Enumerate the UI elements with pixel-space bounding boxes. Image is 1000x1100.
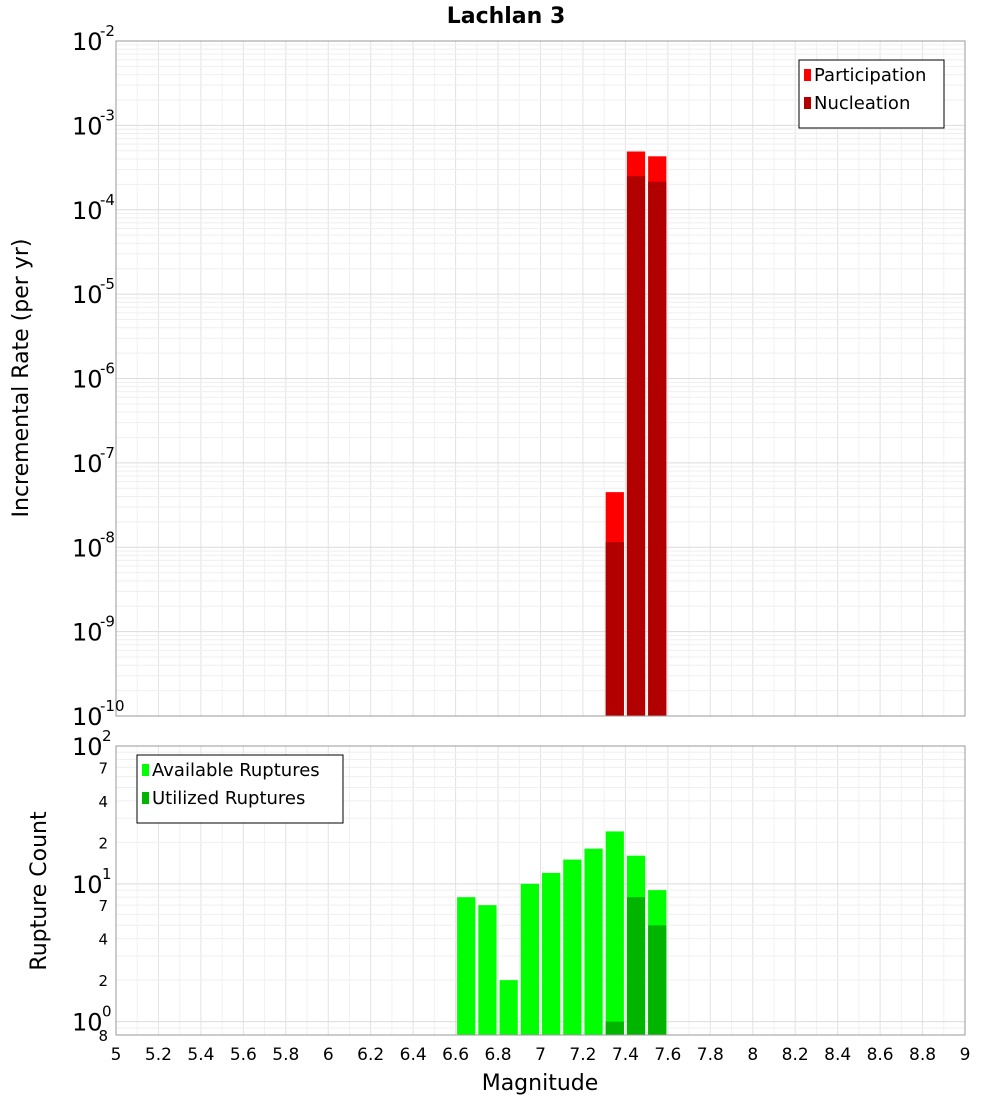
bottom-plot-border bbox=[115, 745, 966, 1036]
legend-swatch bbox=[804, 69, 811, 81]
x-tick-label: 6.4 bbox=[400, 1045, 427, 1065]
x-tick-label: 8.2 bbox=[782, 1045, 809, 1065]
rate-legend: Participation Nucleation bbox=[798, 59, 945, 129]
bar-available-ruptures bbox=[605, 831, 624, 1035]
x-tick-label: 7.6 bbox=[654, 1045, 681, 1065]
y-tick-base: 10 bbox=[72, 871, 103, 899]
y-tick-base: 10 bbox=[72, 619, 103, 647]
y-minor-tick-label: 7 bbox=[98, 897, 108, 915]
legend-box bbox=[136, 754, 344, 824]
count-y-axis-title: Rupture Count bbox=[27, 811, 52, 971]
y-tick-base: 10 bbox=[72, 1009, 103, 1037]
y-minor-tick-label: 8 bbox=[98, 1027, 108, 1045]
y-tick-base: 10 bbox=[72, 112, 103, 140]
y-tick-base: 10 bbox=[72, 703, 103, 731]
bar-available-ruptures bbox=[542, 872, 561, 1035]
y-minor-tick-label: 4 bbox=[98, 931, 108, 949]
bar-nucleation bbox=[605, 542, 624, 716]
y-tick-base: 10 bbox=[72, 733, 103, 761]
x-tick-label: 8.8 bbox=[909, 1045, 936, 1065]
magnitude-x-tick-labels: 5 5.2 5.4 5.6 5.8 6 6.2 6.4 6.6 6.8 7 7.2 7.4 7.6 7.8 8… bbox=[111, 1045, 971, 1065]
bar-available-ruptures bbox=[520, 883, 539, 1035]
x-tick-label: 5.8 bbox=[272, 1045, 299, 1065]
chart-title: Lachlan 3 bbox=[447, 4, 566, 29]
y-tick-exponent: -2 bbox=[100, 22, 115, 40]
y-tick-exponent: -6 bbox=[100, 360, 115, 378]
bar-available-ruptures bbox=[478, 905, 497, 1035]
y-minor-tick-label: 2 bbox=[98, 972, 108, 990]
x-axis-title: Magnitude bbox=[482, 1071, 599, 1096]
rupture-legend: Available Ruptures Utilized Ruptures bbox=[136, 754, 344, 824]
bar-utilized-ruptures bbox=[648, 925, 667, 1035]
x-tick-label: 6 bbox=[323, 1045, 334, 1065]
x-tick-label: 5 bbox=[111, 1045, 122, 1065]
x-tick-label: 5.2 bbox=[145, 1045, 172, 1065]
legend-box bbox=[798, 59, 945, 129]
bar-utilized-ruptures bbox=[626, 897, 646, 1035]
y-tick-exponent: -4 bbox=[100, 191, 115, 209]
y-tick-base: 10 bbox=[72, 197, 103, 225]
y-minor-tick-label: 7 bbox=[98, 759, 108, 777]
x-tick-label: 6.8 bbox=[485, 1045, 512, 1065]
x-tick-label: 7.4 bbox=[612, 1045, 639, 1065]
x-tick-label: 8.6 bbox=[867, 1045, 894, 1065]
y-tick-exponent: -3 bbox=[100, 106, 115, 124]
x-tick-label: 5.6 bbox=[230, 1045, 257, 1065]
y-tick-exponent: -7 bbox=[100, 444, 115, 462]
x-tick-label: 8 bbox=[747, 1045, 758, 1065]
rate-y-axis-title: Incremental Rate (per yr) bbox=[9, 239, 34, 518]
bar-nucleation bbox=[648, 181, 667, 716]
top-plot-border bbox=[115, 40, 966, 717]
legend-swatch bbox=[804, 97, 811, 109]
y-tick-base: 10 bbox=[72, 450, 103, 478]
x-tick-label: 8.4 bbox=[824, 1045, 851, 1065]
bar-available-ruptures bbox=[563, 859, 582, 1035]
bar-available-ruptures bbox=[584, 848, 603, 1035]
bar-nucleation bbox=[626, 176, 646, 716]
x-tick-label: 9 bbox=[960, 1045, 971, 1065]
top-gridlines bbox=[115, 40, 966, 717]
y-tick-exponent: 1 bbox=[102, 865, 112, 883]
x-tick-label: 7.2 bbox=[569, 1045, 596, 1065]
y-minor-tick-label: 2 bbox=[98, 834, 108, 852]
y-tick-base: 10 bbox=[72, 28, 103, 56]
x-tick-label: 5.4 bbox=[187, 1045, 214, 1065]
legend-label: Participation bbox=[814, 65, 926, 86]
legend-label: Available Ruptures bbox=[152, 760, 320, 781]
legend-label: Utilized Ruptures bbox=[152, 788, 305, 809]
bar-available-ruptures bbox=[499, 980, 518, 1035]
y-tick-base: 10 bbox=[72, 366, 103, 394]
rupture-bars bbox=[457, 831, 667, 1035]
bar-available-ruptures bbox=[457, 897, 476, 1035]
x-tick-label: 6.2 bbox=[357, 1045, 384, 1065]
x-tick-label: 6.6 bbox=[442, 1045, 469, 1065]
legend-swatch bbox=[142, 764, 149, 776]
rate-bars bbox=[605, 151, 667, 717]
x-tick-label: 7.8 bbox=[697, 1045, 724, 1065]
y-tick-exponent: -9 bbox=[100, 613, 115, 631]
bar-utilized-ruptures bbox=[605, 1021, 624, 1035]
y-tick-exponent: -8 bbox=[100, 528, 115, 546]
legend-label: Nucleation bbox=[814, 93, 910, 114]
y-tick-exponent: 0 bbox=[102, 1003, 112, 1021]
y-tick-exponent: -10 bbox=[100, 697, 125, 715]
y-tick-exponent: 2 bbox=[102, 727, 112, 745]
legend-swatch bbox=[142, 792, 149, 804]
y-tick-base: 10 bbox=[72, 534, 103, 562]
y-tick-base: 10 bbox=[72, 281, 103, 309]
y-tick-exponent: -5 bbox=[100, 275, 115, 293]
x-tick-label: 7 bbox=[535, 1045, 546, 1065]
y-minor-tick-label: 4 bbox=[98, 793, 108, 811]
